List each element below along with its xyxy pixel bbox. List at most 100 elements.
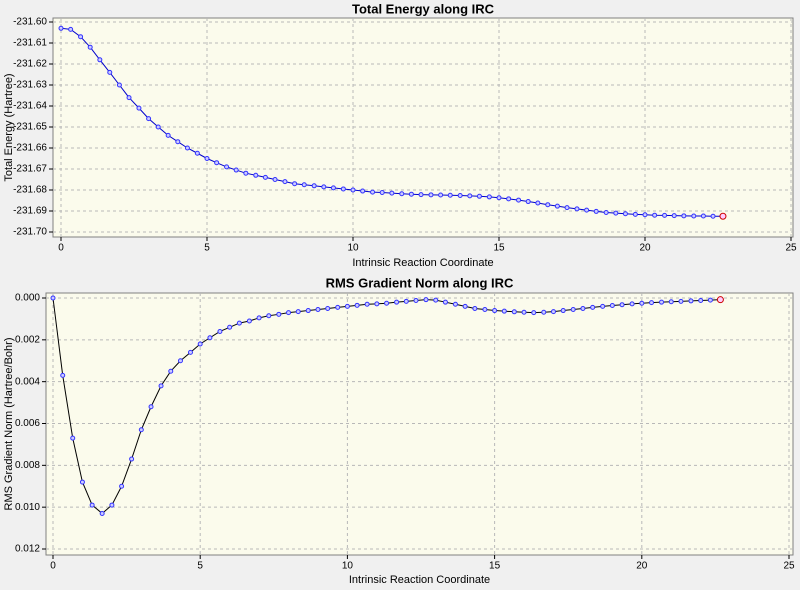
data-point [700,213,706,219]
data-point [335,304,341,310]
x-axis-title: Intrinsic Reaction Coordinate [349,574,490,586]
data-point [600,303,606,309]
data-point [541,309,547,315]
data-point [413,298,419,304]
data-point [521,309,527,315]
y-tick-label: -231.62 [13,59,47,70]
data-point [168,368,174,374]
data-point [486,194,492,200]
data-point [403,298,409,304]
data-point [330,185,336,191]
x-tick-label: 10 [347,243,359,254]
data-point [462,303,468,309]
data-point [394,299,400,305]
data-point [550,309,556,315]
data-point [399,191,405,197]
data-point [138,427,144,433]
data-point [642,212,648,218]
data-point [126,95,132,101]
data-point [447,192,453,198]
data-point [613,210,619,216]
data-point [236,320,242,326]
data-point [99,510,105,516]
data-point [632,211,638,217]
data-point [384,300,390,306]
data-point [423,297,429,303]
data-point [457,192,463,198]
data-point [452,301,458,307]
y-axis-title: RMS Gradient Norm (Hartree/Bohr) [3,338,15,511]
y-tick-label: -231.63 [13,80,47,91]
data-point [506,196,512,202]
data-point [389,190,395,196]
data-point [678,298,684,304]
data-point [78,34,84,40]
y-tick-label: 0.000 [15,293,40,304]
data-point [668,299,674,305]
data-point [175,139,181,145]
data-point [370,189,376,195]
data-point [50,295,56,301]
data-point [97,57,103,63]
data-point [177,358,183,364]
data-point [70,435,76,441]
plot-area [52,17,794,238]
x-tick-label: 5 [204,243,210,254]
data-point [492,308,498,314]
data-point [719,212,727,220]
data-point [710,213,716,219]
data-point [560,308,566,314]
data-point [292,181,298,187]
data-point [321,184,327,190]
data-point [681,213,687,219]
y-tick-label: 0.002 [15,334,40,345]
y-tick-label: -231.66 [13,143,47,154]
x-tick-label: 20 [639,243,651,254]
data-point [698,298,704,304]
data-point [629,301,635,307]
data-point [340,186,346,192]
x-tick-label: 20 [636,561,648,572]
data-point [266,313,272,319]
data-point [197,341,203,347]
data-point [609,303,615,309]
data-point [511,309,517,315]
chart-title: RMS Gradient Norm along IRC [326,275,514,290]
data-point [354,302,360,308]
data-point [58,25,64,31]
y-tick-label: -231.60 [13,17,47,28]
data-point [584,207,590,213]
data-point [184,145,190,151]
data-point [214,160,220,166]
data-point [496,195,502,201]
y-tick-label: -231.65 [13,122,47,133]
data-point [194,150,200,156]
data-point [688,298,694,304]
y-tick-label: 0.010 [15,502,40,513]
data-point [286,310,292,316]
data-point [89,502,95,508]
data-point [603,209,609,215]
data-point [325,305,331,311]
data-point [360,188,366,194]
data-point [116,82,122,88]
x-tick-label: 25 [783,561,795,572]
data-point [256,315,262,321]
data-point [315,307,321,313]
data-point [364,301,370,307]
y-tick-label: -231.68 [13,185,47,196]
data-point [158,383,164,389]
x-tick-label: 15 [489,561,501,572]
data-point [217,328,223,334]
data-point [467,193,473,199]
data-point [301,182,307,188]
data-point [564,205,570,211]
data-point [639,300,645,306]
y-tick-label: -231.67 [13,164,47,175]
data-point [716,296,724,304]
data-point [433,297,439,303]
data-point [68,26,74,32]
x-axis-title: Intrinsic Reaction Coordinate [352,257,493,269]
x-tick-label: 0 [50,561,56,572]
